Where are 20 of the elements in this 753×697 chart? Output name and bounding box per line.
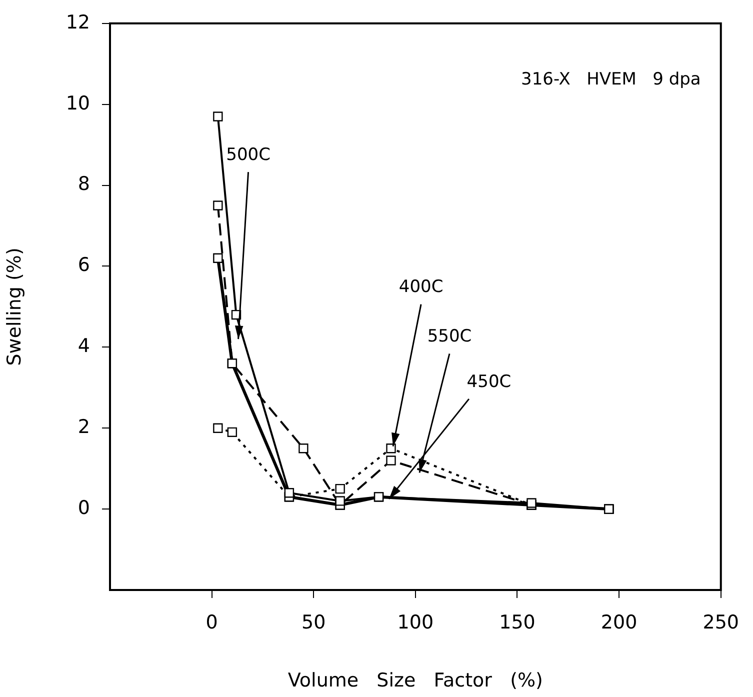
- y-tick-label: 8: [78, 173, 90, 196]
- x-axis-title: Volume Size Factor (%): [288, 670, 543, 692]
- x-tick-label: 100: [397, 611, 434, 634]
- y-tick-label: 0: [78, 496, 90, 519]
- x-tick-label: 0: [206, 611, 218, 634]
- y-tick-label: 4: [78, 335, 90, 358]
- y-tick-label: 6: [78, 254, 90, 276]
- annotation: 400C: [398, 277, 444, 298]
- text: 316-X HVEM 9 dpa: [521, 69, 701, 90]
- x-tick-label: 150: [499, 611, 536, 634]
- y-tick-label: 10: [66, 92, 90, 114]
- x-tick-label: 200: [600, 611, 638, 634]
- annotation: 500C: [226, 145, 270, 165]
- y-tick-label: 12: [66, 11, 90, 34]
- x-tick-label: 50: [302, 611, 326, 634]
- y-axis-title: Swelling (%): [3, 248, 26, 366]
- annotation: 550C: [427, 326, 472, 347]
- x-tick-label: 250: [702, 611, 739, 634]
- y-tick-label: 2: [78, 416, 90, 438]
- annotation: 450C: [466, 372, 512, 392]
